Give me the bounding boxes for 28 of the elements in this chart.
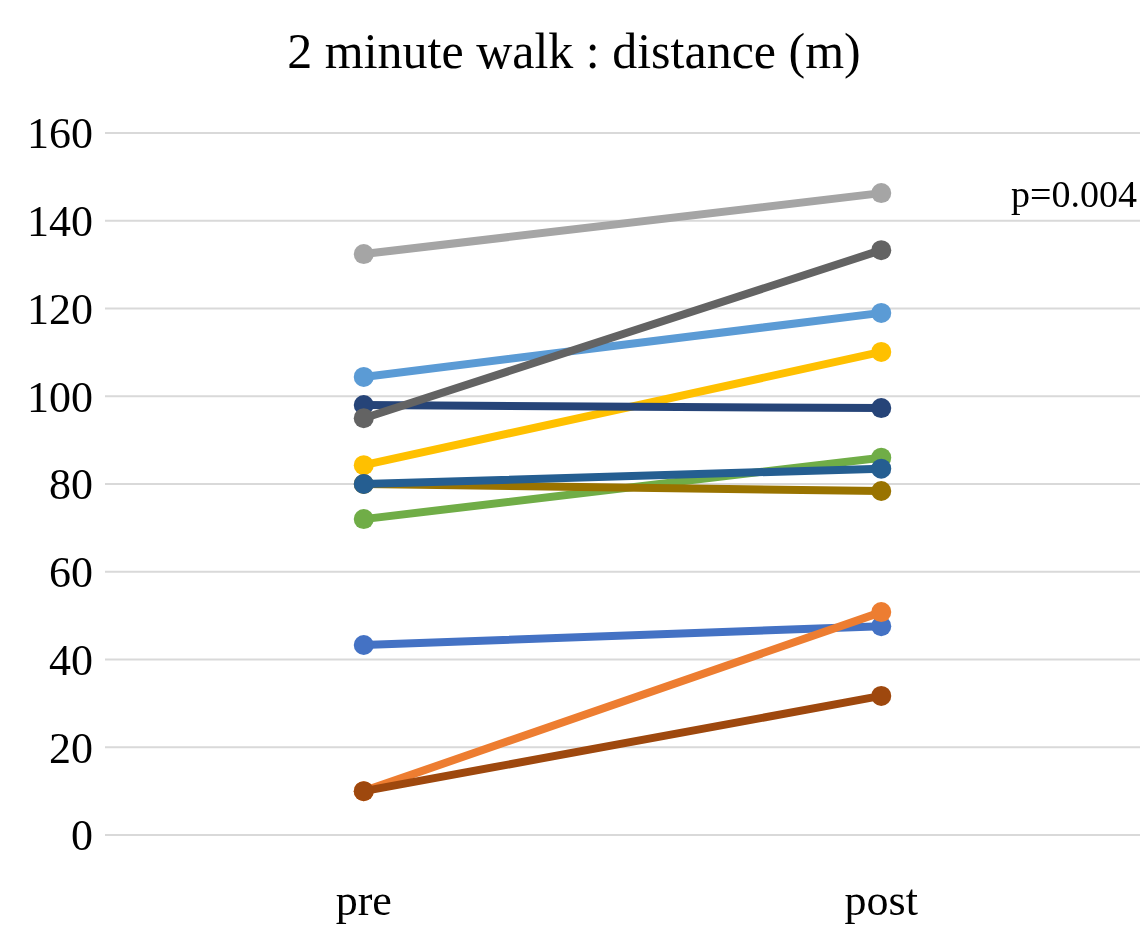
point <box>871 240 892 261</box>
point <box>871 458 892 479</box>
y-tick-label: 60 <box>49 548 93 598</box>
point <box>353 244 374 265</box>
annotation: p=0.004 <box>1011 173 1137 215</box>
y-tick-label: 40 <box>49 635 93 685</box>
x-tick-label: post <box>844 876 918 925</box>
point <box>871 341 892 362</box>
point <box>871 481 892 502</box>
y-tick-label: 20 <box>49 723 93 773</box>
y-tick-label: 100 <box>27 372 93 422</box>
chart-title: 2 minute walk : distance (m) <box>287 23 861 79</box>
point <box>871 183 892 204</box>
point <box>353 635 374 656</box>
y-tick-label: 120 <box>27 284 93 334</box>
point <box>353 455 374 476</box>
point <box>871 398 892 419</box>
y-tick-label: 0 <box>71 811 93 861</box>
y-tick-label: 140 <box>27 197 93 247</box>
y-tick-label: 80 <box>49 460 93 510</box>
point <box>353 408 374 429</box>
point <box>353 366 374 387</box>
point <box>871 302 892 323</box>
point <box>353 509 374 530</box>
y-tick-label: 160 <box>27 109 93 159</box>
x-tick-label: pre <box>335 876 392 925</box>
point <box>871 685 892 706</box>
point <box>871 602 892 623</box>
